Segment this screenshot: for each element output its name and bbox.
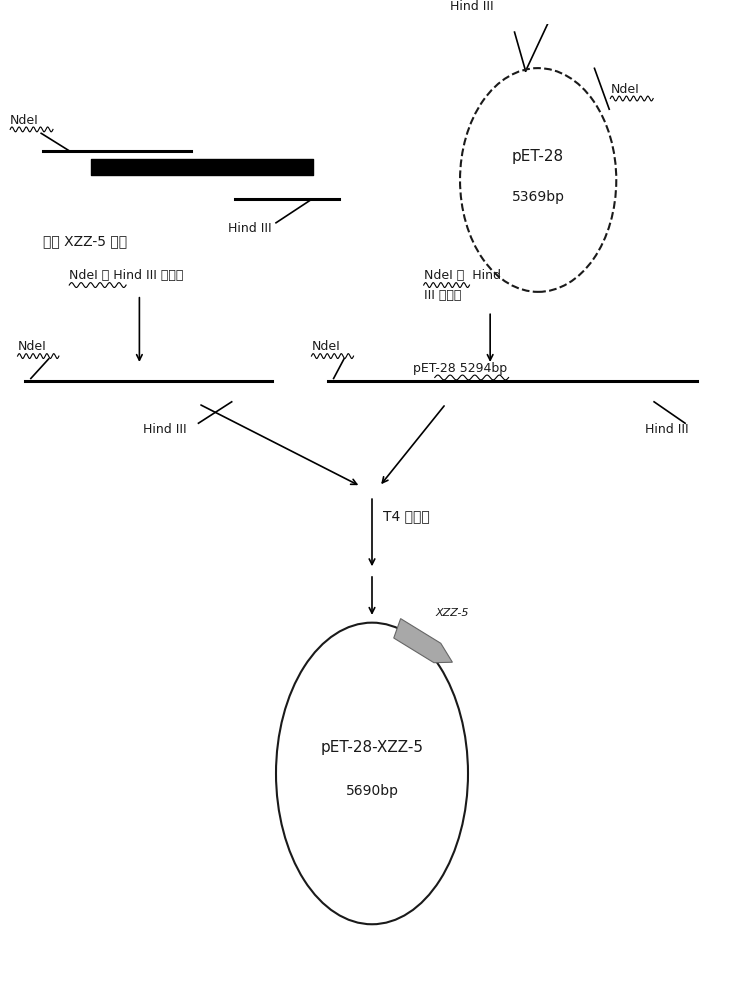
Text: pET-28-XZZ-5: pET-28-XZZ-5	[321, 740, 423, 755]
Text: NdeI: NdeI	[10, 114, 39, 127]
Text: Hind III: Hind III	[449, 0, 493, 13]
Text: NdeI: NdeI	[610, 83, 639, 96]
Text: 多肽 XZZ-5 基因: 多肽 XZZ-5 基因	[43, 234, 127, 248]
Text: III 双酶切: III 双酶切	[423, 289, 461, 302]
Text: Hind III: Hind III	[228, 222, 272, 235]
Text: NdeI 和  Hind: NdeI 和 Hind	[423, 269, 501, 282]
Text: Hind III: Hind III	[143, 423, 187, 436]
Polygon shape	[394, 619, 452, 663]
Text: NdeI 和 Hind III 双酶切: NdeI 和 Hind III 双酶切	[69, 269, 184, 282]
Text: pET-28 5294bp: pET-28 5294bp	[413, 362, 507, 375]
Text: 5369bp: 5369bp	[512, 190, 565, 204]
Text: T4 连接酶: T4 连接酶	[383, 510, 430, 524]
Text: NdeI: NdeI	[312, 340, 340, 353]
Text: XZZ-5: XZZ-5	[436, 608, 469, 618]
Text: 5690bp: 5690bp	[345, 784, 399, 798]
Text: NdeI: NdeI	[18, 340, 46, 353]
Text: Hind III: Hind III	[645, 423, 689, 436]
Text: pET-28: pET-28	[512, 149, 564, 164]
